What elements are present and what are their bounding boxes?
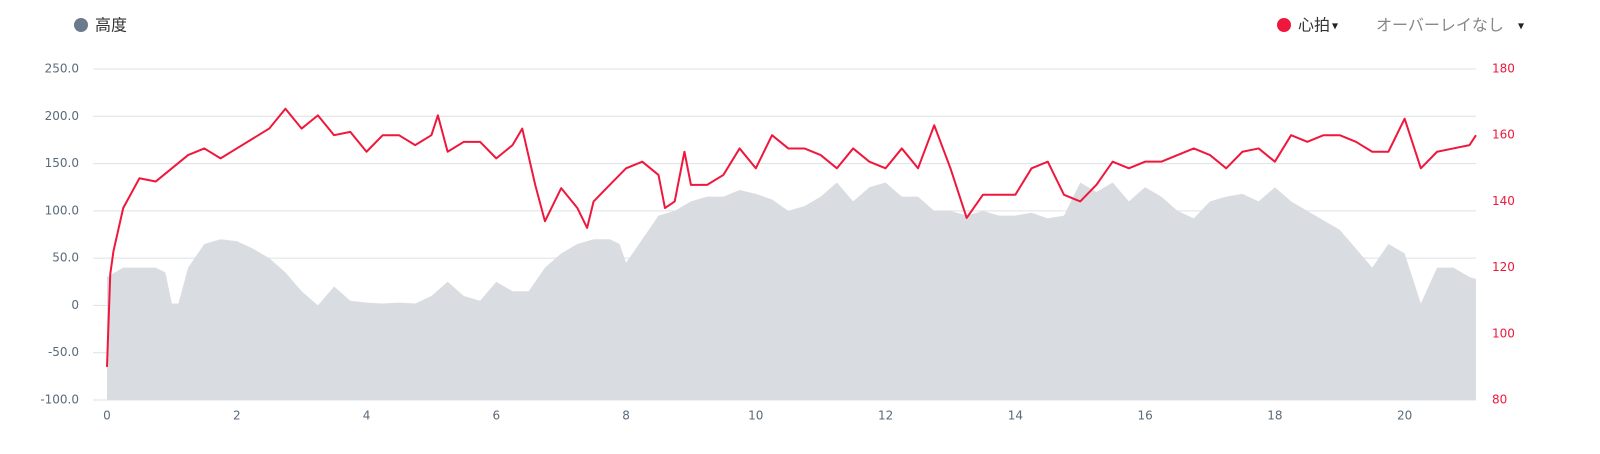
y2-tick-label: 160: [1492, 128, 1515, 142]
x-tick-label: 12: [878, 409, 893, 423]
y-tick-label: 200.0: [45, 109, 79, 123]
legend-dot: [74, 18, 88, 32]
x-tick-label: 6: [492, 409, 500, 423]
dropdown-arrow[interactable]: ▾: [1332, 19, 1338, 33]
y2-tick-label: 140: [1492, 194, 1515, 208]
x-tick-label: 0: [103, 409, 111, 423]
x-tick-label: 18: [1267, 409, 1282, 423]
y-tick-label: -50.0: [48, 345, 79, 359]
heart-rate-line: [106, 107, 1477, 367]
x-tick-label: 8: [622, 409, 630, 423]
y-tick-label: 0: [71, 298, 79, 312]
y2-tick-label: 120: [1492, 260, 1515, 274]
y2-tick-label: 180: [1492, 62, 1515, 76]
x-tick-label: 4: [363, 409, 371, 423]
x-tick-label: 10: [748, 409, 763, 423]
overlay-dropdown[interactable]: オーバーレイなし: [1376, 16, 1504, 35]
y-tick-label: 250.0: [45, 62, 79, 76]
x-tick-label: 16: [1137, 409, 1152, 423]
legend-dropdown[interactable]: 心拍: [1298, 16, 1330, 35]
elevation-area: [107, 182, 1476, 400]
x-tick-label: 14: [1008, 409, 1023, 423]
legend-dot: [1277, 18, 1291, 32]
y-tick-label: -100.0: [40, 393, 79, 407]
legend-label[interactable]: 高度: [95, 16, 127, 35]
x-tick-label: 2: [233, 409, 241, 423]
y2-tick-label: 80: [1492, 393, 1507, 407]
y2-tick-label: 100: [1492, 326, 1515, 340]
dropdown-arrow[interactable]: ▾: [1518, 19, 1524, 33]
y-tick-label: 50.0: [52, 251, 79, 265]
y-tick-label: 150.0: [45, 156, 79, 170]
y-tick-label: 100.0: [45, 203, 79, 217]
x-tick-label: 20: [1397, 409, 1412, 423]
